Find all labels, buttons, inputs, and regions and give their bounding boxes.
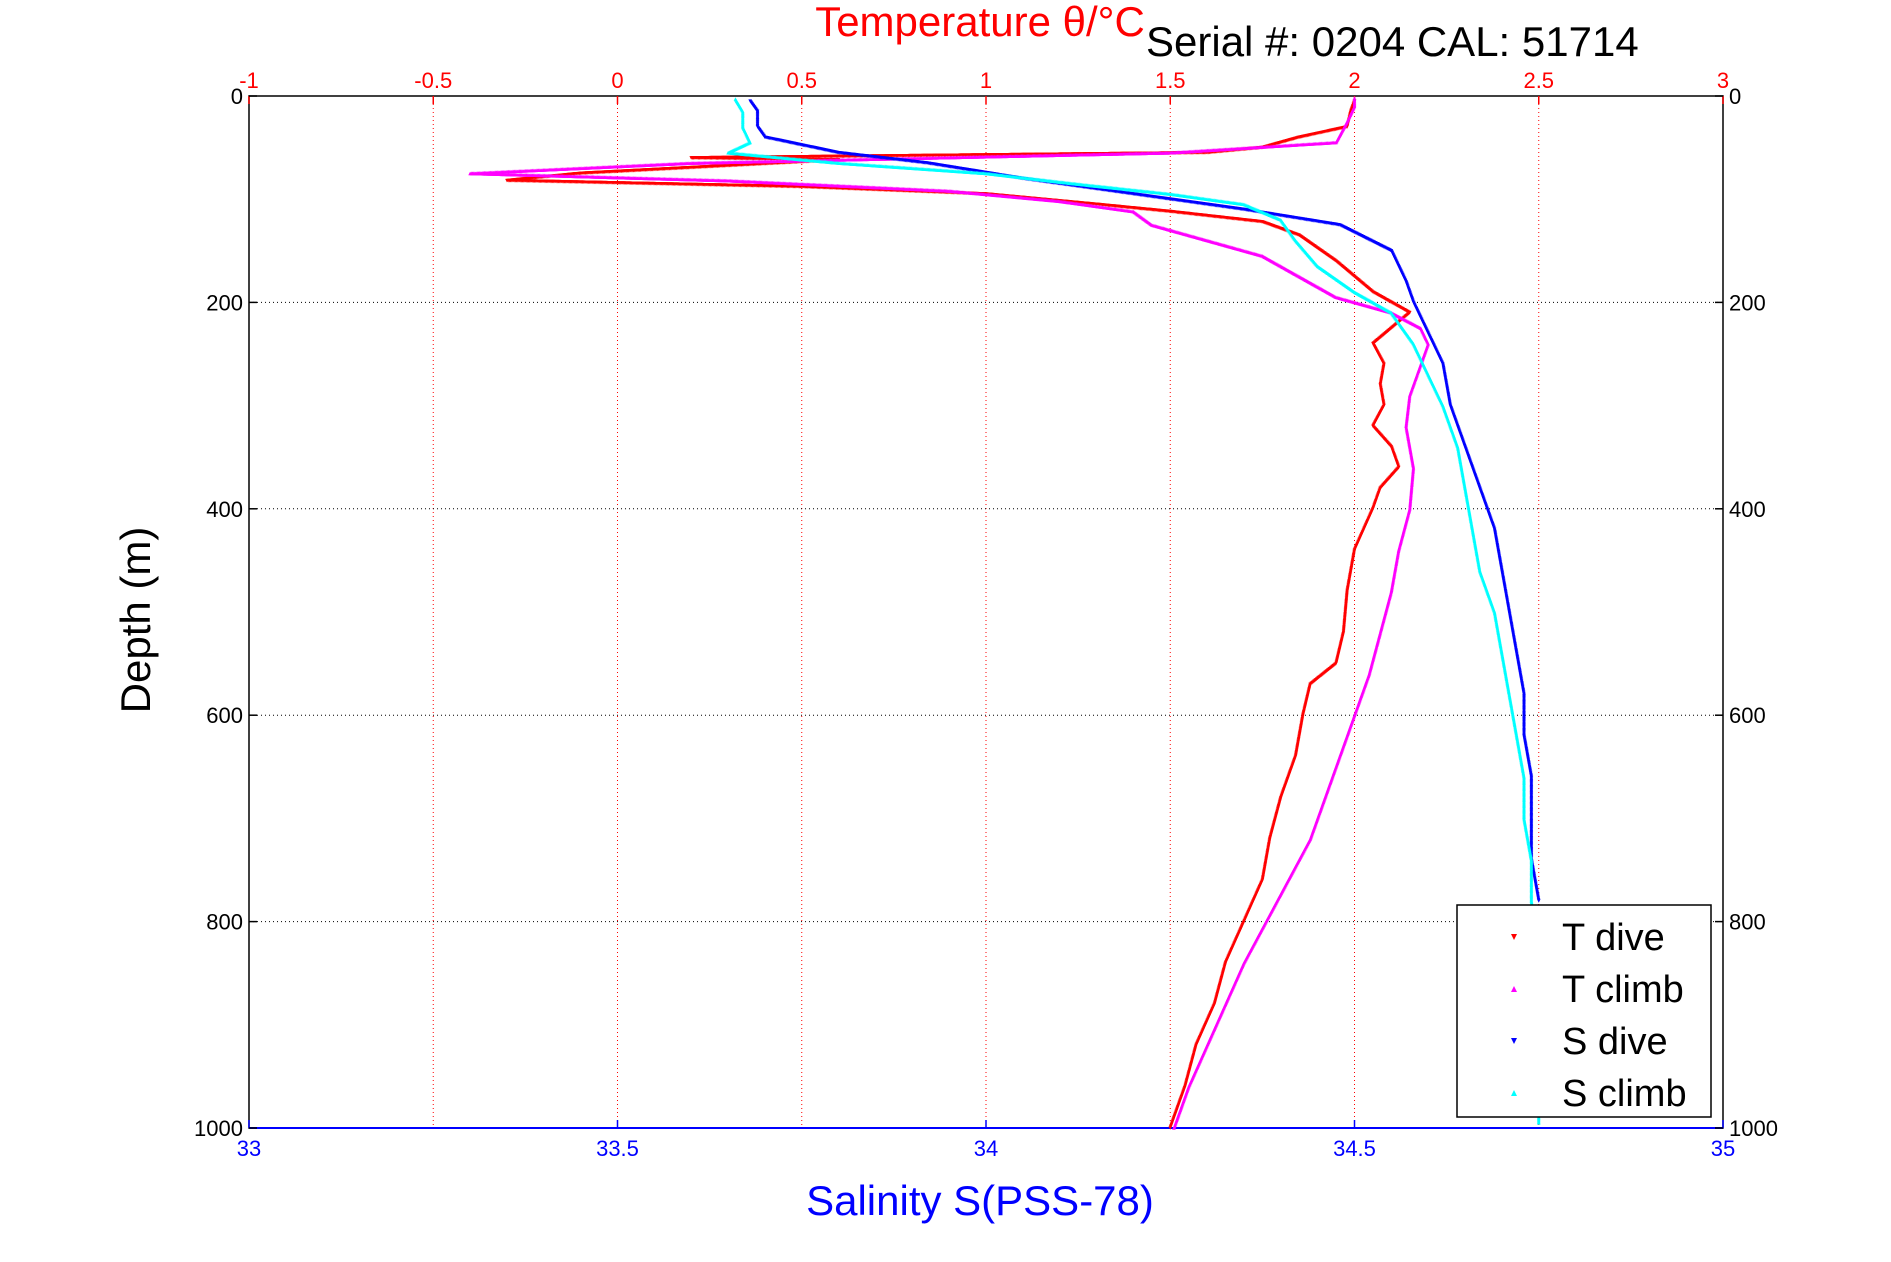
bottom-tick-label: 34: [974, 1136, 998, 1161]
top-tick-label: 2: [1348, 68, 1360, 93]
bottom-tick-label: 35: [1711, 1136, 1735, 1161]
series-t-climb: [468, 96, 1430, 1130]
top-tick-label: 2.5: [1523, 68, 1554, 93]
grid-lines: [249, 96, 1723, 1128]
left-tick-label: 800: [206, 910, 243, 935]
left-axis-ticks: 0 200 400 600 800 1000: [194, 84, 257, 1141]
top-axis-ticks: -1 -0.5 0 0.5 1 1.5 2 2.5 3: [239, 68, 1729, 104]
bottom-tick-label: 33.5: [596, 1136, 639, 1161]
right-tick-label: 600: [1729, 703, 1766, 728]
data-points: [468, 96, 1541, 1130]
right-tick-label: 400: [1729, 497, 1766, 522]
right-tick-label: 1000: [1729, 1116, 1778, 1141]
top-tick-label: 1.5: [1155, 68, 1186, 93]
top-tick-label: -1: [239, 68, 259, 93]
bottom-tick-label: 33: [237, 1136, 261, 1161]
top-tick-label: -0.5: [414, 68, 452, 93]
right-tick-label: 200: [1729, 290, 1766, 315]
bottom-tick-label: 34.5: [1333, 1136, 1376, 1161]
left-tick-label: 600: [206, 703, 243, 728]
left-tick-label: 200: [206, 290, 243, 315]
right-tick-label: 800: [1729, 910, 1766, 935]
right-axis-ticks: 0 200 400 600 800 1000: [1715, 84, 1778, 1141]
left-tick-label: 0: [231, 84, 243, 109]
bottom-axis-ticks: 33 33.5 34 34.5 35: [237, 1120, 1735, 1161]
left-tick-label: 400: [206, 497, 243, 522]
right-tick-label: 0: [1729, 84, 1741, 109]
top-tick-label: 0.5: [786, 68, 817, 93]
top-tick-label: 3: [1717, 68, 1729, 93]
top-tick-label: 0: [611, 68, 623, 93]
data-point: [1168, 1126, 1173, 1130]
left-tick-label: 1000: [194, 1116, 243, 1141]
series-t-dive: [505, 99, 1412, 1130]
top-tick-label: 1: [980, 68, 992, 93]
